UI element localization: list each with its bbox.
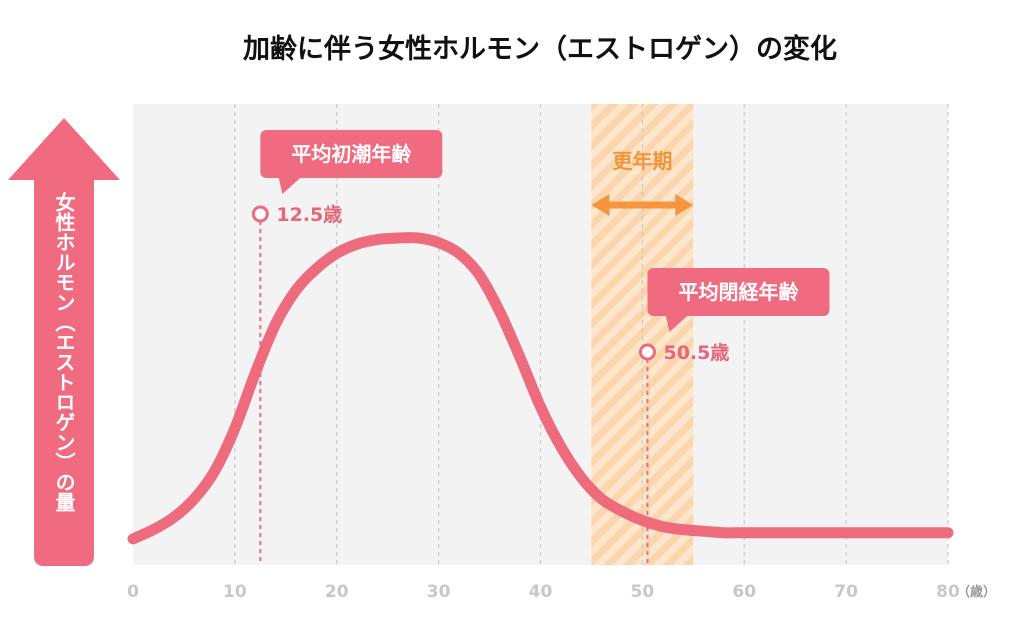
x-tick-label: 0: [127, 582, 139, 602]
marker-bubble: [260, 130, 443, 178]
x-axis: 0 10 20 30 40 50 60 70 80（歳）: [127, 582, 996, 602]
menopause-band-rect: [591, 104, 694, 565]
marker-layer: 12.5歳 平均初潮年齢 50.5歳 平均閉経年齢: [251, 130, 830, 565]
marker-label: 平均閉経年齢: [678, 280, 799, 304]
estrogen-curve-layer: [127, 232, 954, 545]
period-label: 更年期: [612, 149, 672, 173]
x-tick-label: 20: [325, 582, 349, 602]
x-tick-label: 80: [936, 582, 960, 602]
y-axis-label: 女性ホルモン（エストロゲン）の量: [52, 191, 76, 512]
marker-circle: [251, 205, 269, 223]
x-tick-label: 60: [732, 582, 756, 602]
x-tick-label: 50: [631, 582, 655, 602]
period-layer: 更年期: [591, 149, 694, 216]
estrogen-curve: [127, 232, 954, 545]
marker-bubble-tail: [278, 176, 303, 194]
marker-bubble-tail: [665, 314, 690, 332]
marker-label: 平均初潮年齢: [291, 142, 412, 166]
period-arrow-right-head: [675, 194, 694, 216]
x-tick-label: 30: [427, 582, 451, 602]
x-tick-label: 40: [529, 582, 553, 602]
marker-bubble: [647, 268, 830, 316]
marker-age-text: 50.5歳: [663, 342, 729, 364]
period-arrow-left-head: [591, 194, 610, 216]
x-axis-unit: （歳）: [957, 584, 996, 600]
menopause-band: [591, 104, 694, 565]
grid: [234, 104, 949, 565]
y-arrow-shape: [8, 118, 120, 566]
y-axis-arrow: 女性ホルモン（エストロゲン）の量: [8, 118, 120, 566]
x-tick-label: 10: [223, 582, 247, 602]
plot-background: [133, 104, 948, 565]
marker-circle: [638, 343, 656, 361]
plot-area: [133, 104, 948, 565]
chart-title: 加齢に伴う女性ホルモン（エストロゲン）の変化: [243, 33, 837, 65]
marker-age-text: 12.5歳: [276, 204, 342, 226]
x-tick-label: 70: [834, 582, 858, 602]
